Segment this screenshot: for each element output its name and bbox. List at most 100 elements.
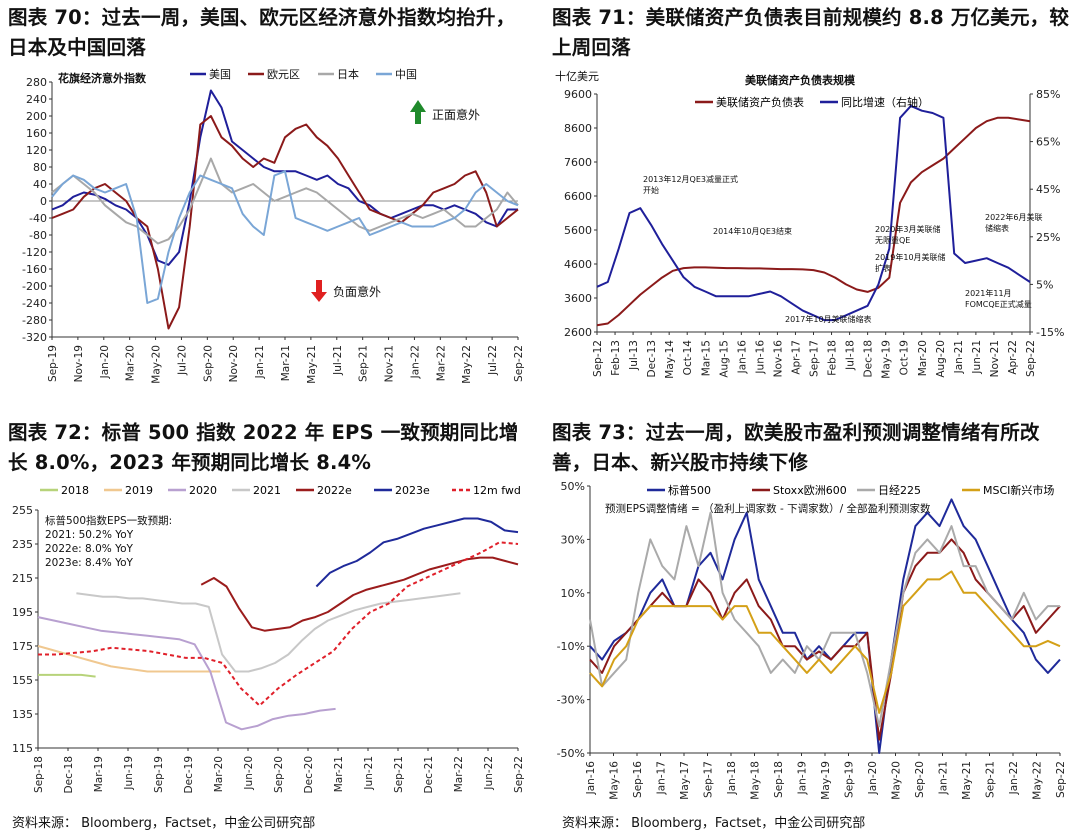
x-tick-label: Aug-15: [718, 340, 730, 378]
up-arrow-icon: [410, 100, 426, 124]
fig70-title: 图表 70：过去一周，美国、欧元区经济意外指数均抬升，日本及中国回落: [8, 6, 516, 59]
x-tick-label: May-21: [306, 345, 318, 384]
x-tick-label: Sep-17: [703, 761, 715, 798]
x-tick-label: Sep-21: [393, 756, 405, 793]
y-tick-label: -50%: [557, 747, 585, 760]
x-tick-label: Sep-20: [914, 761, 926, 798]
series-line-2020: [37, 616, 336, 731]
x-tick-label: Sep-18: [33, 756, 45, 793]
series-line-Stoxx欧洲600: [589, 538, 1061, 741]
x-tick-label: May-14: [664, 340, 676, 379]
x-tick-label: Sep-16: [632, 761, 644, 798]
x-tick-label: Jun-22: [483, 756, 495, 791]
x-tick-label: Sep-21: [358, 345, 370, 382]
series-line-中国: [51, 170, 519, 304]
x-tick-label: Sep-17: [809, 340, 821, 377]
y-tick-label: 280: [26, 76, 47, 89]
y-tick-label: 160: [26, 127, 47, 140]
legend-label: 12m fwd: [473, 484, 521, 497]
annotation-7: 2021年11月FOMCQE正式减量: [965, 289, 1032, 309]
x-tick-label: Apr-17: [790, 340, 802, 375]
x-tick-label: Sep-12: [592, 340, 604, 377]
y-tick-label: 175: [12, 640, 33, 653]
x-tick-label: May-18: [750, 761, 762, 800]
x-tick-label: Sep-18: [773, 761, 785, 798]
y2-tick-label: 5%: [1036, 278, 1053, 291]
fig73-title: 图表 73：过去一周，欧美股市盈利预测调整情绪有所改善，日本、新兴股市持续下修: [552, 421, 1040, 474]
y-tick-label: 80: [33, 161, 47, 174]
x-tick-label: Sep-19: [153, 756, 165, 793]
legend-label: 2021: [253, 484, 281, 497]
x-tick-label: Mar-21: [333, 756, 345, 792]
annotation-line: 2021: 50.2% YoY: [45, 529, 134, 541]
series-line-MSCI新兴市场: [589, 570, 1061, 714]
x-tick-label: Sep-21: [985, 761, 997, 798]
y-axis-label: 十亿美元: [555, 69, 599, 83]
y-tick-label: 240: [26, 93, 47, 106]
annotation-line: 标普500指数EPS一致预期:: [45, 514, 172, 527]
x-tick-label: Oct-14: [682, 340, 694, 376]
y-tick-label: -10%: [557, 640, 585, 653]
x-tick-label: Mar-20: [213, 756, 225, 792]
y-tick-label: 135: [12, 708, 33, 721]
annotation-4: 2020年3月美联储无限量QE: [875, 225, 940, 245]
y-tick-label: 3600: [564, 292, 592, 305]
legend-label: 2019: [125, 484, 153, 497]
x-tick-label: Jan-22: [1008, 761, 1020, 795]
x-tick-label: Oct-19: [899, 340, 911, 375]
x-tick-label: Sep-20: [202, 345, 214, 382]
x-tick-label: May-21: [961, 761, 973, 800]
x-tick-label: Mar-20: [917, 340, 929, 376]
series-line-日经225: [589, 511, 1060, 728]
source-left: 资料来源： Bloomberg，Factset，中金公司研究部: [12, 816, 316, 831]
y-tick-label: 0: [40, 195, 47, 208]
x-tick-label: Jan-16: [585, 761, 597, 796]
legend-label: 2022e: [317, 484, 352, 497]
x-tick-label: Jan-21: [254, 345, 266, 379]
y-tick-label: 215: [12, 572, 33, 585]
y-tick-label: 120: [26, 144, 47, 157]
legend-label: 美联储资产负债表: [716, 95, 804, 109]
y-tick-label: 40: [33, 178, 47, 191]
x-tick-label: Jan-21: [938, 761, 950, 795]
x-tick-label: Jul-21: [332, 345, 344, 376]
x-tick-label: Nov-19: [73, 345, 85, 382]
x-tick-label: Jul-13: [628, 340, 640, 371]
x-tick-label: May-17: [679, 761, 691, 800]
y2-tick-label: 65%: [1036, 136, 1060, 149]
annotation-down: 负面意外: [333, 284, 381, 299]
series-line-2023e: [315, 517, 519, 588]
y-tick-label: 200: [26, 110, 47, 123]
x-tick-label: Jul-18: [845, 340, 857, 371]
annotation-2: 2014年10月QE3结束: [713, 227, 792, 236]
annotation-3: 2017年10月美联储缩表: [785, 315, 872, 324]
legend-label: 2020: [189, 484, 217, 497]
x-tick-label: Nov-20: [228, 345, 240, 382]
x-tick-label: Dec-20: [303, 756, 315, 793]
x-tick-label: Mar-19: [93, 756, 105, 792]
x-tick-label: Jan-17: [656, 761, 668, 795]
legend-label: 中国: [395, 68, 417, 81]
fig71-title: 图表 71：美联储资产负债表目前规模约 8.8 万亿美元，较上周回落: [552, 6, 1070, 59]
legend-label: 2018: [61, 484, 89, 497]
down-arrow-icon: [311, 280, 327, 302]
chart-title: 美联储资产负债表规模: [745, 73, 856, 87]
x-tick-label: Sep-19: [47, 345, 59, 382]
y-tick-label: 255: [12, 504, 33, 517]
legend-label: 2023e: [395, 484, 430, 497]
chart-fig70: 280 240 200 160 120 80 40 0 -40 -80 -120 -160 -200 -2…: [22, 67, 525, 384]
x-tick-label: Mar-15: [700, 340, 712, 376]
x-tick-label: May-22: [461, 345, 473, 384]
x-tick-label: Jul-20: [176, 345, 188, 376]
y-tick-label: 115: [12, 742, 33, 755]
y-tick-label: 6600: [564, 190, 592, 203]
series-line-欧元区: [51, 115, 519, 330]
x-tick-label: Jun-19: [123, 756, 135, 791]
y-tick-label: -120: [22, 246, 47, 259]
y2-tick-label: -15%: [1036, 326, 1064, 339]
x-tick-label: Feb-18: [827, 340, 839, 376]
series-line-2021: [76, 592, 461, 673]
legend-label: 欧元区: [267, 68, 300, 81]
legend-label: 日经225: [878, 484, 921, 497]
legend-label: Stoxx欧洲600: [773, 484, 847, 497]
